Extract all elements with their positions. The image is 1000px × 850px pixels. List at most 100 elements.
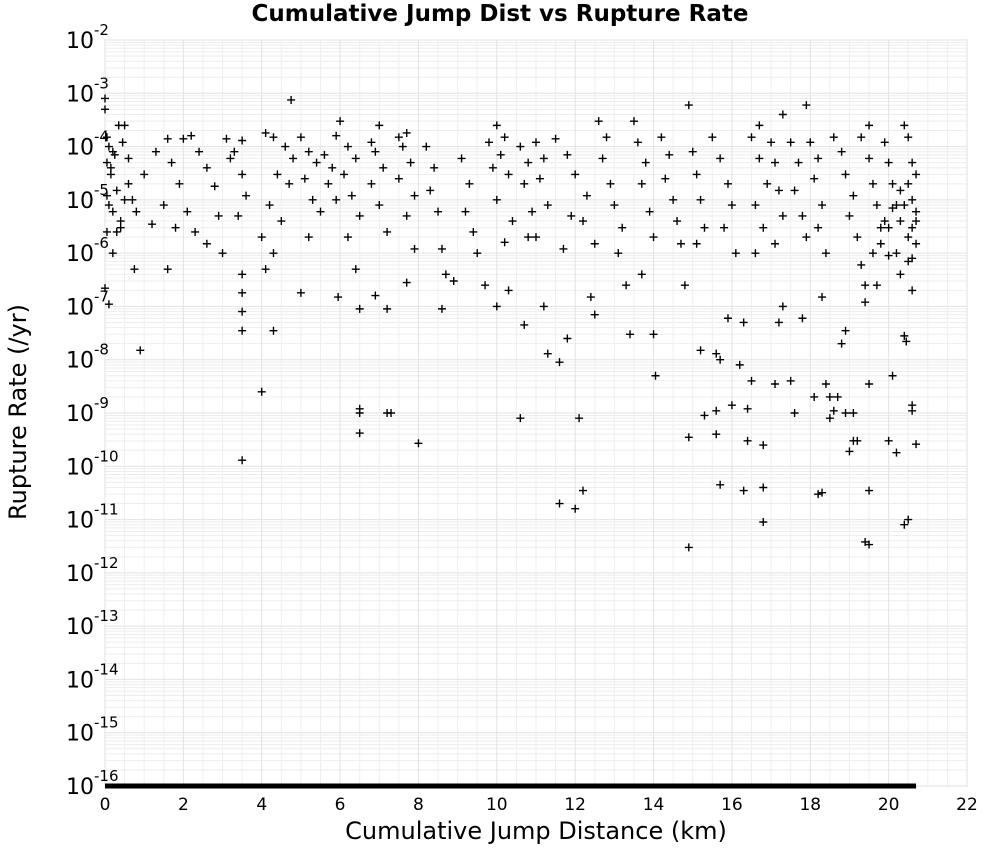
data-point	[716, 154, 725, 163]
data-point	[437, 244, 446, 253]
y-tick-label: 10-8	[66, 341, 109, 374]
y-tick-label: 10-6	[66, 234, 109, 267]
data-point	[606, 179, 615, 188]
data-point	[723, 314, 732, 323]
data-point	[912, 217, 921, 226]
data-point	[461, 207, 470, 216]
data-point	[328, 163, 337, 172]
data-point	[571, 170, 580, 179]
data-point	[814, 154, 823, 163]
x-tick-label: 12	[564, 795, 586, 815]
data-point	[516, 142, 525, 151]
data-point	[130, 265, 139, 274]
data-point	[449, 277, 458, 286]
y-tick-label: 10-13	[66, 607, 119, 640]
data-point	[492, 121, 501, 130]
data-point	[465, 179, 474, 188]
data-point	[104, 300, 113, 309]
data-point	[101, 94, 109, 103]
data-point	[778, 302, 787, 311]
data-point	[148, 220, 157, 229]
data-point	[402, 128, 411, 137]
data-point	[492, 195, 501, 204]
data-point	[633, 138, 642, 147]
data-point	[426, 186, 435, 195]
data-point	[508, 217, 517, 226]
data-point	[340, 170, 349, 179]
data-point	[837, 147, 846, 156]
data-point	[900, 331, 909, 340]
data-point	[841, 326, 850, 335]
data-point	[406, 158, 415, 167]
data-point	[187, 131, 196, 140]
data-point	[202, 163, 211, 172]
data-point	[790, 409, 799, 417]
data-point	[598, 154, 607, 163]
data-point	[563, 334, 572, 343]
x-tick-label: 22	[956, 795, 978, 815]
data-point	[896, 186, 905, 195]
data-point	[336, 117, 345, 126]
y-tick-label: 10-15	[66, 714, 119, 747]
data-point	[238, 270, 247, 279]
data-point	[884, 158, 893, 167]
data-point	[684, 101, 693, 110]
data-point	[821, 380, 830, 389]
data-point	[151, 147, 160, 156]
data-point	[759, 483, 768, 492]
data-point	[884, 251, 893, 260]
data-point	[665, 150, 674, 159]
data-point	[394, 133, 403, 142]
data-point	[238, 326, 247, 335]
data-point	[798, 314, 807, 323]
data-point	[829, 133, 838, 142]
data-point	[716, 480, 725, 489]
data-point	[281, 142, 290, 151]
data-point	[865, 121, 874, 130]
x-tick-label: 6	[335, 795, 346, 815]
x-tick-label: 0	[100, 795, 111, 815]
data-point	[112, 227, 121, 236]
x-tick-label: 10	[486, 795, 508, 815]
data-point	[116, 223, 125, 232]
data-point	[902, 337, 911, 346]
data-point	[410, 244, 419, 253]
data-point	[202, 239, 211, 248]
data-point	[269, 249, 278, 258]
data-point	[892, 448, 901, 457]
data-point	[763, 179, 772, 188]
data-point	[716, 355, 725, 364]
data-point	[238, 136, 247, 145]
x-tick-label: 2	[178, 795, 189, 815]
data-point	[543, 349, 552, 358]
data-point	[195, 147, 204, 156]
data-point	[296, 133, 305, 142]
data-point	[555, 358, 564, 367]
y-tick-label: 10-10	[66, 447, 119, 480]
data-point	[106, 163, 115, 172]
data-point	[696, 195, 705, 204]
data-point	[238, 456, 247, 465]
data-point	[786, 376, 795, 385]
data-point	[651, 371, 660, 380]
data-point	[524, 158, 533, 167]
data-point	[320, 150, 329, 159]
data-point	[884, 223, 893, 232]
data-point	[520, 320, 529, 329]
data-point	[269, 133, 278, 142]
y-tick-label: 10-11	[66, 501, 119, 534]
data-point	[257, 233, 266, 242]
data-point	[504, 170, 513, 179]
data-point	[661, 174, 670, 183]
data-point	[837, 339, 846, 348]
data-point	[755, 121, 764, 130]
data-point	[622, 281, 631, 290]
data-point	[818, 488, 827, 497]
data-point	[810, 392, 819, 401]
data-point	[829, 406, 838, 415]
data-point	[912, 170, 921, 179]
data-point	[806, 138, 815, 147]
x-tick-labels: 0 2 4 6 8 10 12 14 16 18 20 22	[100, 795, 978, 815]
data-point	[289, 154, 298, 163]
